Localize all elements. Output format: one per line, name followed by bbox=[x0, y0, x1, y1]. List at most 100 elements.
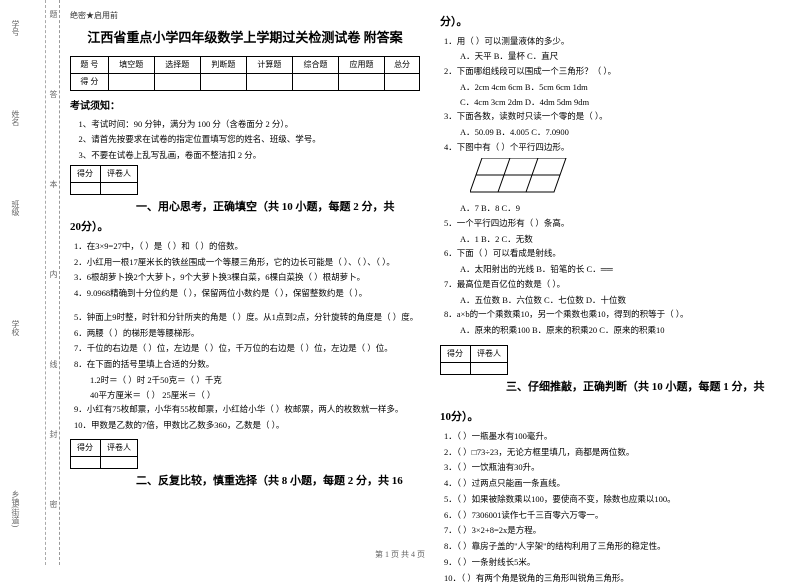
score-row-label: 得 分 bbox=[71, 73, 109, 90]
notice-item: 3、不要在试卷上乱写乱画，卷面不整洁扣 2 分。 bbox=[70, 149, 420, 162]
options: A．太阳射出的光线 B．铅笔的长 C．══ bbox=[440, 263, 790, 276]
notice-item: 2、请首先按要求在试卷的指定位置填写您的姓名、班级、学号。 bbox=[70, 133, 420, 146]
options: A．五位数 B．六位数 C．七位数 D．十位数 bbox=[440, 294, 790, 307]
right-column: 分）。 1．用（ ）可以测量液体的多少。 A．天平 B．量杯 C．直尺 2．下面… bbox=[440, 10, 790, 587]
question: 7．千位的右边是（ ）位，左边是（ ）位，千万位的右边是（ ）位，左边是（ ）位… bbox=[70, 342, 420, 355]
binding-label: 学校 bbox=[10, 320, 21, 336]
seal-char: 内 bbox=[48, 270, 59, 278]
mini-cell: 评卷人 bbox=[101, 165, 138, 182]
question: 10．（ ）有两个角是锐角的三角形叫锐角三角形。 bbox=[440, 572, 790, 585]
score-header: 题 号 bbox=[71, 56, 109, 73]
options: A．2cm 4cm 6cm B．5cm 6cm 1dm bbox=[440, 81, 790, 94]
question: 7．最高位是百亿位的数是（ ）。 bbox=[440, 278, 790, 291]
question: 4．下图中有（ ）个平行四边形。 bbox=[440, 141, 790, 154]
question: 2．下面哪组线段可以围成一个三角形？（ ）。 bbox=[440, 65, 790, 78]
page-footer: 第 1 页 共 4 页 bbox=[0, 549, 800, 560]
section-title: 10分）。 bbox=[440, 409, 790, 426]
mini-cell: 得分 bbox=[71, 439, 101, 456]
left-column: 绝密★启用前 江西省重点小学四年级数学上学期过关检测试卷 附答案 题 号 填空题… bbox=[70, 10, 420, 587]
score-header: 判断题 bbox=[200, 56, 246, 73]
question: 5．一个平行四边形有（ ）条高。 bbox=[440, 217, 790, 230]
mini-cell bbox=[441, 362, 471, 374]
options: A．1 B．2 C．无数 bbox=[440, 233, 790, 246]
question: 3．下面各数，读数时只读一个零的是（ ）。 bbox=[440, 110, 790, 123]
question: 6．下面（ ）可以看成是射线。 bbox=[440, 247, 790, 260]
score-cell bbox=[292, 73, 338, 90]
seal-char: 本 bbox=[48, 180, 59, 188]
seal-char: 答 bbox=[48, 90, 59, 98]
mini-cell bbox=[71, 456, 101, 468]
question: 4．9.0968精确到十分位约是（ ），保留两位小数约是（ ），保留整数约是（ … bbox=[70, 287, 420, 300]
dashed-line bbox=[45, 0, 46, 565]
mini-cell bbox=[471, 362, 508, 374]
binding-label: 姓名 bbox=[10, 110, 21, 126]
main-content: 绝密★启用前 江西省重点小学四年级数学上学期过关检测试卷 附答案 题 号 填空题… bbox=[70, 10, 790, 587]
question: 1．在3×9=27中，（ ）是（ ）和（ ）的倍数。 bbox=[70, 240, 420, 253]
binding-label: 乡镇(街道) bbox=[10, 490, 21, 527]
section-title: 二、反复比较，慎重选择（共 8 小题，每题 2 分，共 16 bbox=[70, 473, 420, 490]
mini-cell: 得分 bbox=[441, 345, 471, 362]
score-header: 总分 bbox=[385, 56, 420, 73]
question: 8．在下面的括号里填上合适的分数。 bbox=[70, 358, 420, 371]
binding-label: 学号 bbox=[10, 20, 21, 36]
question: 5．钟面上9时整，时针和分针所夹的角是（ ）度。从1点到2点，分针旋转的角度是（… bbox=[70, 311, 420, 324]
score-header: 填空题 bbox=[108, 56, 154, 73]
question: 10．甲数是乙数的7倍，甲数比乙数多360，乙数是（ ）。 bbox=[70, 419, 420, 432]
score-cell bbox=[108, 73, 154, 90]
question: 5．（ ）如果被除数乘以100，要使商不变，除数也应乘以100。 bbox=[440, 493, 790, 506]
mini-cell: 得分 bbox=[71, 165, 101, 182]
seal-char: 密 bbox=[48, 500, 59, 508]
score-header: 应用题 bbox=[339, 56, 385, 73]
secret-label: 绝密★启用前 bbox=[70, 10, 420, 22]
score-cell bbox=[385, 73, 420, 90]
grader-table: 得分评卷人 bbox=[70, 165, 138, 195]
question: 3．6根胡萝卜换2个大萝卜，9个大萝卜换3棵白菜，6棵白菜换（ ）根胡萝卜。 bbox=[70, 271, 420, 284]
section-title: 20分）。 bbox=[70, 219, 420, 236]
section-title: 一、用心思考，正确填空（共 10 小题，每题 2 分，共 bbox=[70, 199, 420, 216]
question: 1．用（ ）可以测量液体的多少。 bbox=[440, 35, 790, 48]
question: 4．（ ）过两点只能画一条直线。 bbox=[440, 477, 790, 490]
score-cell bbox=[200, 73, 246, 90]
mini-cell bbox=[101, 182, 138, 194]
options: A．原来的积乘100 B．原来的积乘20 C．原来的积乘10 bbox=[440, 324, 790, 337]
question: 8．a×b的一个乘数乘10，另一个乘数也乘10，得到的积等于（ ）。 bbox=[440, 308, 790, 321]
score-header: 选择题 bbox=[154, 56, 200, 73]
seal-char: 封 bbox=[48, 430, 59, 438]
score-cell bbox=[154, 73, 200, 90]
question: 7．（ ）3×2+8=2x是方程。 bbox=[440, 524, 790, 537]
parallelogram-figure bbox=[470, 158, 790, 199]
mini-cell bbox=[71, 182, 101, 194]
seal-char: 题 bbox=[48, 10, 59, 18]
options: C．4cm 3cm 2dm D．4dm 5dm 9dm bbox=[440, 96, 790, 109]
mini-cell bbox=[101, 456, 138, 468]
section-title: 三、仔细推敲，正确判断（共 10 小题，每题 1 分，共 bbox=[440, 379, 790, 396]
question: 9．小红有75枚邮票，小华有55枚邮票，小红给小华（ ）枚邮票，两人的枚数就一样… bbox=[70, 403, 420, 416]
exam-title: 江西省重点小学四年级数学上学期过关检测试卷 附答案 bbox=[70, 28, 420, 48]
score-table: 题 号 填空题 选择题 判断题 计算题 综合题 应用题 总分 得 分 bbox=[70, 56, 420, 91]
notice-title: 考试须知： bbox=[70, 99, 420, 114]
question: 6．（ ）7306001读作七千三百零六万零一。 bbox=[440, 509, 790, 522]
question-sub: 1.2时＝（ ）时 2千50克＝（ ）千克 bbox=[70, 374, 420, 387]
question: 2．（ ）□73÷23，无论方框里填几，商都是两位数。 bbox=[440, 446, 790, 459]
grader-table: 得分评卷人 bbox=[70, 439, 138, 469]
options: A．50.09 B．4.005 C．7.0900 bbox=[440, 126, 790, 139]
mini-cell: 评卷人 bbox=[101, 439, 138, 456]
grader-table: 得分评卷人 bbox=[440, 345, 508, 375]
options: A．天平 B．量杯 C．直尺 bbox=[440, 50, 790, 63]
score-header: 综合题 bbox=[292, 56, 338, 73]
question-sub: 40平方厘米＝（ ） 25厘米＝（ ） bbox=[70, 389, 420, 402]
question: 6．两腰（ ）的梯形是等腰梯形。 bbox=[70, 327, 420, 340]
question: 3．（ ）一饮瓶油有30升。 bbox=[440, 461, 790, 474]
notice-item: 1、考试时间：90 分钟，满分为 100 分（含卷面分 2 分）。 bbox=[70, 118, 420, 131]
score-header: 计算题 bbox=[246, 56, 292, 73]
binding-label: 班级 bbox=[10, 200, 21, 216]
score-cell bbox=[339, 73, 385, 90]
options: A．7 B．8 C．9 bbox=[440, 202, 790, 215]
mini-cell: 评卷人 bbox=[471, 345, 508, 362]
section-title: 分）。 bbox=[440, 14, 790, 31]
score-cell bbox=[246, 73, 292, 90]
seal-char: 线 bbox=[48, 360, 59, 368]
binding-margin: 学号 姓名 班级 学校 乡镇(街道) 题 答 本 内 线 封 密 bbox=[0, 0, 60, 565]
question: 1．（ ）一瓶墨水有100毫升。 bbox=[440, 430, 790, 443]
question: 2．小红用一根17厘米长的铁丝围成一个等腰三角形，它的边长可能是（ ）、（ ）、… bbox=[70, 256, 420, 269]
